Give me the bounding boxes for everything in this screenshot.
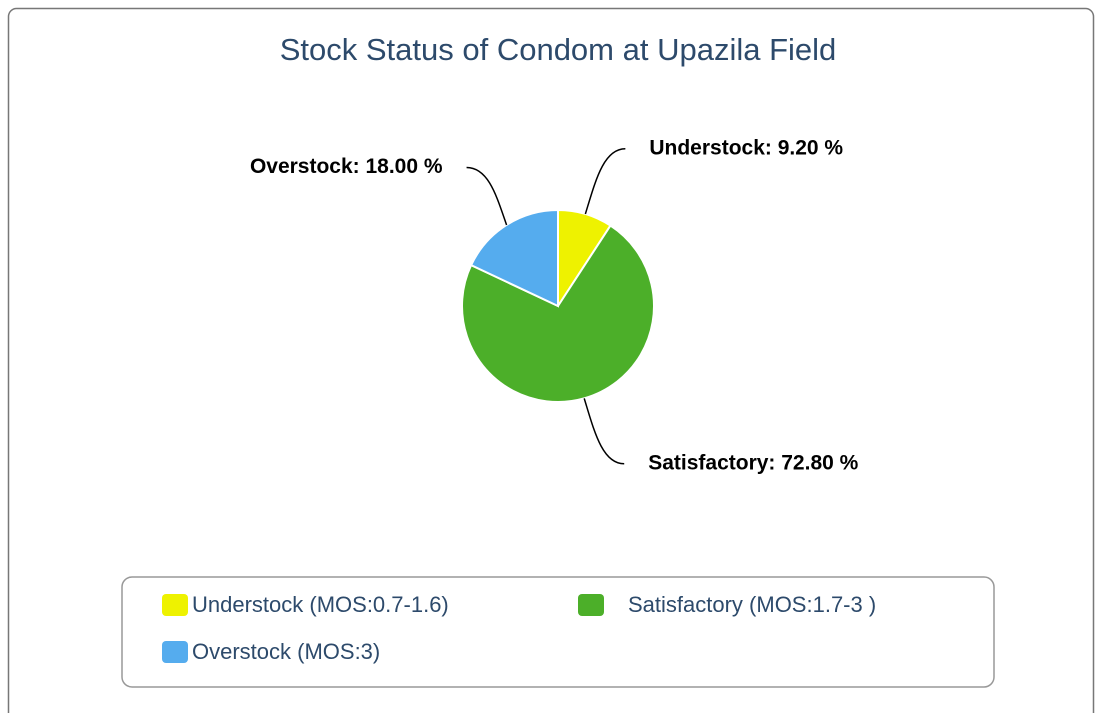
legend-swatch: [578, 594, 604, 616]
legend-label: Understock (MOS:0.7-1.6): [192, 592, 449, 617]
legend-swatch: [162, 641, 188, 663]
data-label: Satisfactory: 72.80 %: [648, 451, 858, 474]
legend-label: Overstock (MOS:3): [192, 639, 380, 664]
legend-box: [121, 576, 995, 688]
label-connector: [584, 148, 626, 215]
label-connector: [466, 166, 508, 226]
pie-slice: [469, 208, 559, 308]
data-label: Overstock: 18.00 %: [250, 155, 443, 178]
pie-slice: [461, 224, 655, 403]
data-label: Understock: 9.20 %: [649, 136, 843, 159]
label-connector: [583, 398, 625, 465]
legend-label: Satisfactory (MOS:1.7-3 ): [628, 592, 876, 617]
chart-title: Stock Status of Condom at Upazila Field: [280, 32, 837, 67]
legend-swatch: [162, 594, 188, 616]
